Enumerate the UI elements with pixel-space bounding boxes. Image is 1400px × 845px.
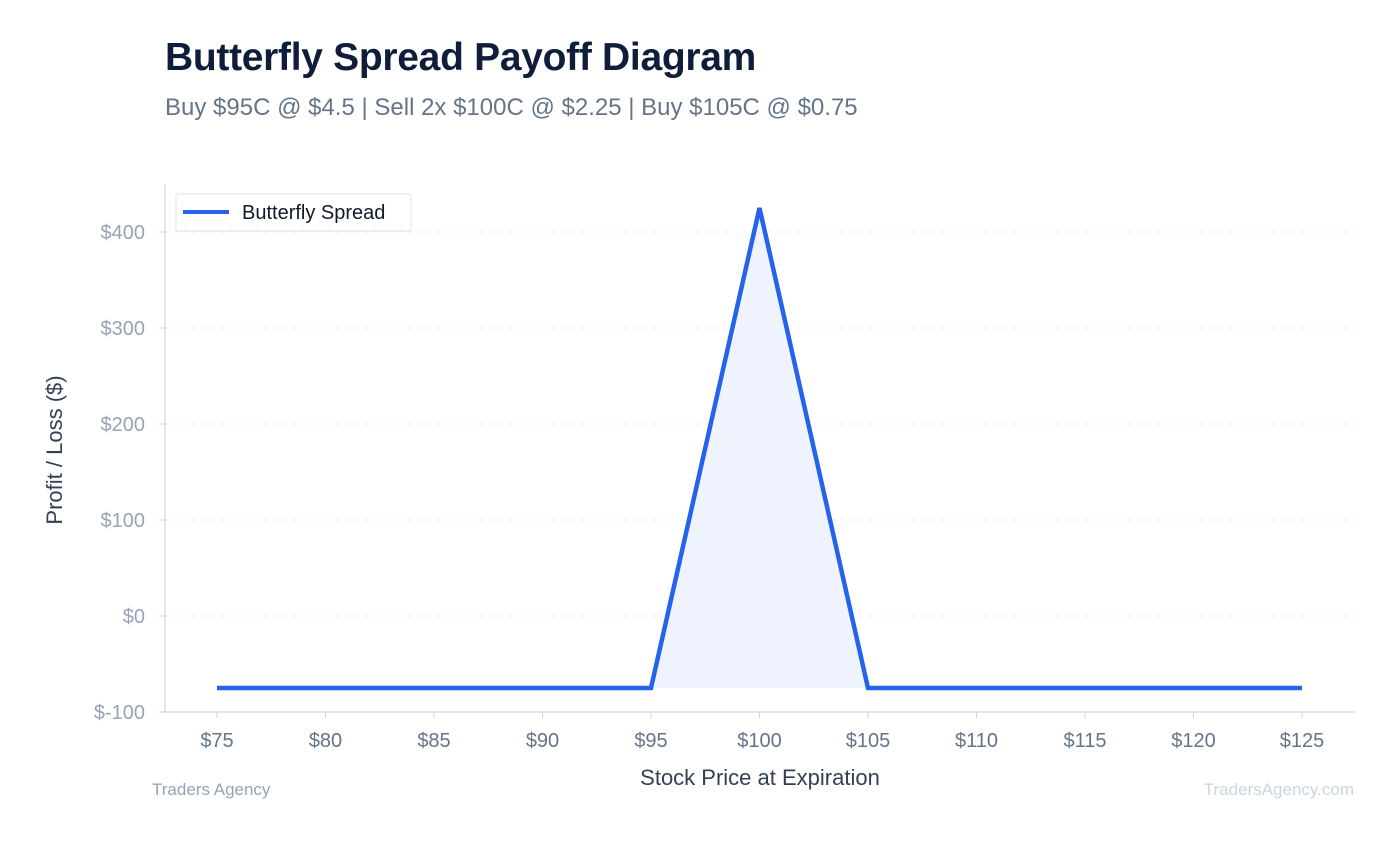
y-tick-label: $300: [101, 318, 146, 340]
legend[interactable]: Butterfly Spread: [175, 193, 412, 232]
x-tick-label: $95: [634, 730, 667, 752]
y-ticks: $-100 $0 $100 $200 $300 $400: [94, 222, 165, 724]
x-tick-label: $80: [309, 730, 342, 752]
y-tick-label: $100: [101, 510, 146, 532]
y-tick-label: $-100: [94, 702, 145, 724]
x-ticks: $75 $80 $85 $90 $95 $100 $105 $110 $115 $120 $125: [200, 712, 1324, 752]
x-tick-label: $85: [417, 730, 450, 752]
y-tick-label: $0: [123, 606, 145, 628]
x-tick-label: $105: [846, 730, 891, 752]
footer-url[interactable]: TradersAgency.com: [1203, 780, 1354, 799]
legend-label: Butterfly Spread: [242, 202, 385, 224]
y-tick-label: $200: [101, 414, 146, 436]
x-tick-label: $75: [200, 730, 233, 752]
legend-box: [175, 193, 412, 232]
x-tick-label: $115: [1063, 730, 1106, 752]
series-fill: [217, 208, 1302, 688]
profit-area: [217, 208, 1302, 688]
y-axis-label: Profit / Loss ($): [42, 375, 67, 524]
footer-brand: Traders Agency: [152, 780, 271, 799]
series-line: [217, 207, 1302, 691]
series-lines: [217, 207, 1302, 691]
chart-subtitle: Buy $95C @ $4.5 | Sell 2x $100C @ $2.25 …: [165, 94, 858, 121]
x-tick-label: $90: [526, 730, 559, 752]
chart-title: Butterfly Spread Payoff Diagram: [165, 36, 757, 79]
y-tick-label: $400: [101, 222, 146, 244]
x-tick-label: $110: [955, 730, 998, 752]
x-axis-label: Stock Price at Expiration: [640, 765, 880, 790]
x-tick-label: $100: [737, 730, 782, 752]
x-tick-label: $125: [1280, 730, 1325, 752]
x-tick-label: $120: [1171, 730, 1216, 752]
